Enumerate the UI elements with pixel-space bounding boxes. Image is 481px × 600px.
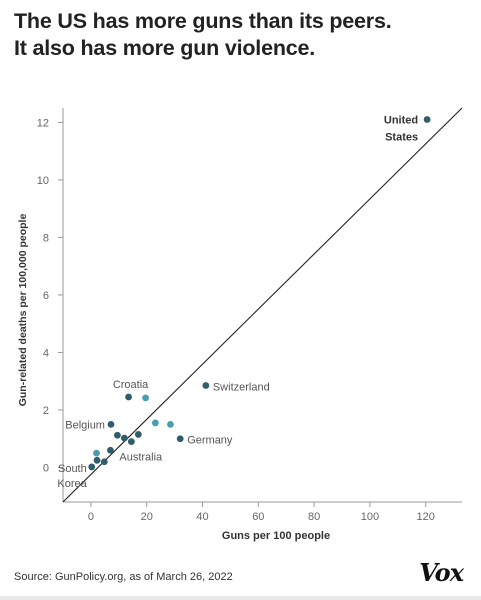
point-label-belgium: Belgium [65,419,105,431]
x-tick-label: 60 [252,511,264,523]
data-point [107,420,115,428]
data-points [88,116,431,471]
y-tick-label: 12 [37,117,49,129]
source-note: Source: GunPolicy.org, as of March 26, 2… [14,571,233,583]
point-label-switzerland: Switzerland [213,382,270,394]
data-point [120,434,128,442]
x-tick-label: 80 [308,511,320,523]
x-tick-label: 0 [88,511,94,523]
x-tick-label: 100 [361,511,379,523]
point-label-states: States [385,132,418,144]
y-tick-label: 0 [43,462,49,474]
point-label-croatia: Croatia [113,379,149,391]
bottom-rule [0,596,481,600]
y-tick-label: 2 [43,405,49,417]
data-point [151,419,159,427]
point-label-korea: Korea [57,478,87,490]
y-tick-label: 8 [43,232,49,244]
y-axis-title: Gun-related deaths per 100,000 people [17,214,29,407]
x-tick-label: 20 [141,511,153,523]
data-point [107,446,114,454]
x-axis-title: Guns per 100 people [222,530,330,542]
trend-line [62,107,463,503]
data-point [423,116,431,123]
y-tick-label: 6 [43,290,49,302]
data-point [142,394,149,402]
chart-title: The US has more guns than its peers. It … [14,8,474,62]
point-labels: United States Switzerland Croatia Belgium Ger… [57,115,418,490]
point-label-australia: Australia [119,452,163,464]
point-label-united: United [384,115,418,127]
trend-line-layer [62,107,463,503]
data-point [134,431,142,438]
point-label-south: South [58,463,87,475]
data-point [167,420,174,428]
data-point [114,431,121,439]
y-tick-label: 10 [37,175,49,187]
chart-title-line-2: It also has more gun violence. [14,36,316,60]
data-point [88,463,96,471]
x-tick-label: 120 [417,511,435,523]
y-tick-label: 4 [43,347,49,359]
chart-title-line-1: The US has more guns than its peers. [14,9,392,33]
data-point [127,438,135,446]
x-tick-label: 40 [196,511,208,523]
vox-logo: Vox [419,558,464,587]
data-point [93,449,100,457]
data-point [176,435,184,443]
point-label-germany: Germany [187,435,233,447]
data-point [125,393,132,401]
data-point [93,456,101,464]
data-point [202,382,210,389]
data-point [100,458,108,466]
